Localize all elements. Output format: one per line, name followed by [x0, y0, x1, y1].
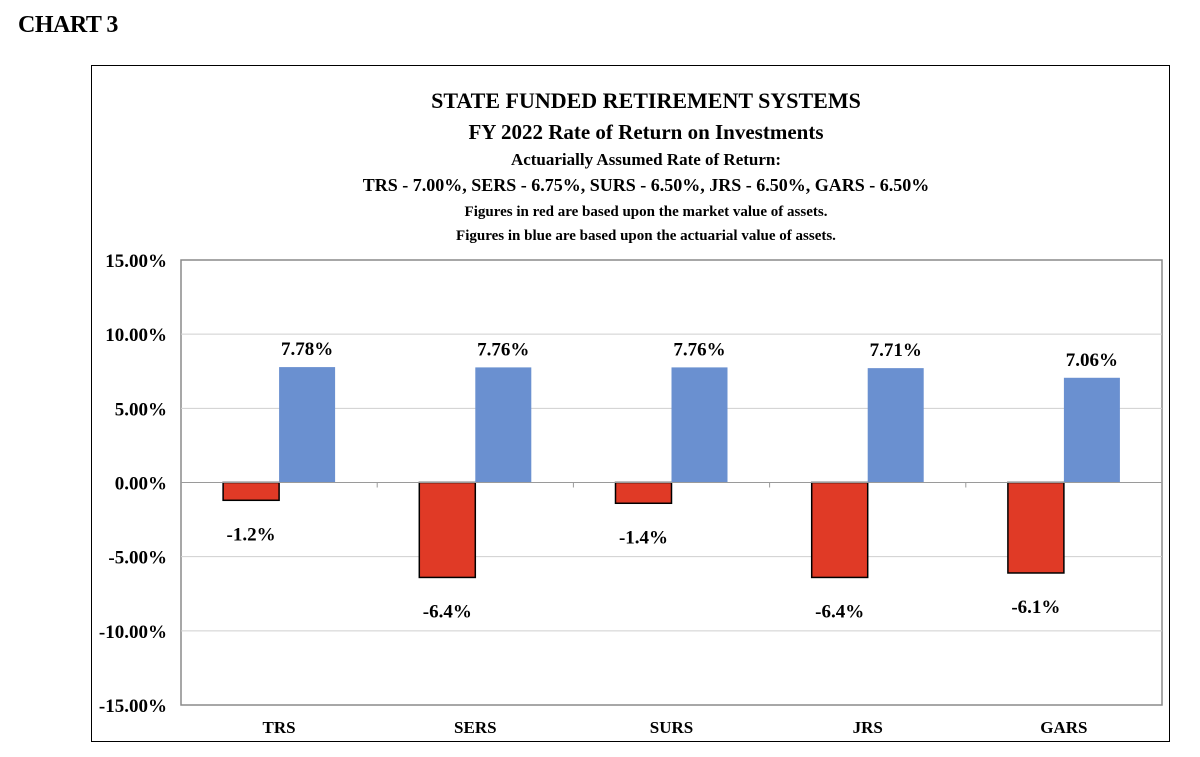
chart-note-blue: Figures in blue are based upon the actua… [456, 228, 836, 244]
chart-subtitle: FY 2022 Rate of Return on Investments [468, 120, 823, 144]
page-heading: CHART 3 [18, 12, 118, 38]
data-label-market-value: -1.2% [227, 524, 276, 545]
data-label-actuarial-value: 7.76% [477, 339, 529, 360]
chart-note-red: Figures in red are based upon the market… [465, 204, 828, 220]
y-tick-label: -5.00% [108, 548, 167, 569]
y-tick-label: 5.00% [115, 399, 167, 420]
y-tick-label: 10.00% [105, 325, 167, 346]
plot-area: 15.00% 10.00% 5.00% 0.00% -5.00% -10.00% -15.0… [99, 251, 1163, 737]
bar-actuarial-value [279, 367, 336, 483]
bar-market-value [810, 481, 869, 579]
data-label-actuarial-value: 7.76% [673, 339, 725, 360]
x-tick-label: TRS [263, 718, 296, 737]
bar-market-value [614, 481, 673, 505]
y-tick-label: -15.00% [99, 696, 167, 717]
bar-market-value [222, 481, 280, 502]
bar-actuarial-value [671, 367, 728, 483]
data-label-market-value: -1.4% [619, 527, 668, 548]
data-label-market-value: -6.4% [815, 601, 864, 622]
data-label-market-value: -6.4% [423, 601, 472, 622]
chart-frame [91, 65, 1170, 742]
bar-market-value [418, 481, 477, 579]
data-label-actuarial-value: 7.78% [281, 339, 333, 360]
chart-note-rates: TRS - 7.00%, SERS - 6.75%, SURS - 6.50%,… [363, 175, 930, 195]
chart-note-assumed: Actuarially Assumed Rate of Return: [511, 150, 781, 169]
bar-actuarial-value [867, 368, 924, 483]
x-tick-label: GARS [1040, 718, 1087, 737]
y-tick-label: 0.00% [115, 474, 167, 495]
x-tick-label: SURS [650, 718, 693, 737]
bar-actuarial-value [1063, 377, 1120, 483]
y-tick-label: -10.00% [99, 622, 167, 643]
data-label-market-value: -6.1% [1011, 597, 1060, 618]
chart-title: STATE FUNDED RETIREMENT SYSTEMS [431, 88, 861, 113]
data-label-actuarial-value: 7.06% [1066, 350, 1118, 371]
data-label-actuarial-value: 7.71% [870, 340, 922, 361]
x-tick-label: SERS [454, 718, 497, 737]
bar-actuarial-value [475, 367, 532, 483]
y-tick-label: 15.00% [105, 251, 167, 272]
x-tick-label: JRS [853, 718, 883, 737]
bar-market-value [1007, 481, 1065, 574]
